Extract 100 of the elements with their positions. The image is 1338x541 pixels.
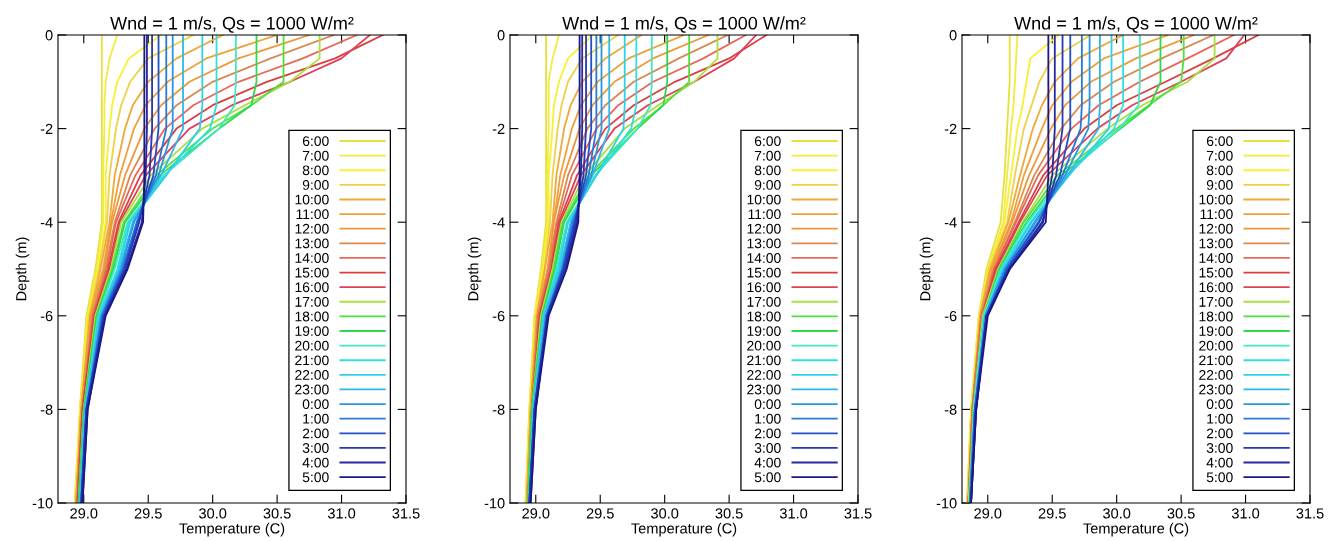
x-tick-label: 29.5 — [1038, 508, 1066, 519]
y-tick-label: 0 — [45, 30, 53, 41]
legend-label: 10:00 — [295, 194, 329, 205]
y-tick-label: -4 — [944, 217, 957, 228]
legend-label: 11:00 — [748, 209, 781, 220]
legend-label: 2:00 — [302, 428, 329, 439]
y-tick-label: -8 — [944, 404, 957, 415]
legend-label: 4:00 — [302, 457, 329, 468]
y-axis-title: Depth (m) — [15, 237, 30, 301]
legend-label: 6:00 — [754, 136, 781, 147]
legend-label: 21:00 — [1199, 355, 1233, 366]
legend-label: 9:00 — [754, 180, 781, 190]
legend-label: 14:00 — [747, 253, 781, 263]
legend-label: 2:00 — [1206, 428, 1233, 439]
legend-label: 19:00 — [1199, 326, 1233, 336]
y-tick-label: -10 — [936, 498, 957, 509]
y-tick-label: -2 — [944, 123, 957, 134]
legend-label: 7:00 — [754, 150, 781, 161]
legend-label: 0:00 — [302, 399, 329, 410]
x-tick-label: 29.0 — [974, 508, 1002, 519]
y-tick-label: 0 — [497, 30, 505, 41]
x-tick-label: 31.5 — [392, 508, 420, 519]
x-tick-label: 29.5 — [586, 508, 614, 519]
legend-label: 23:00 — [747, 384, 781, 395]
legend-label: 13:00 — [747, 238, 781, 249]
legend-label: 22:00 — [295, 370, 329, 380]
legend-label: 8:00 — [754, 165, 781, 176]
legend-label: 16:00 — [747, 282, 781, 293]
legend-label: 18:00 — [1199, 311, 1233, 322]
legend-label: 5:00 — [1206, 472, 1233, 483]
legend-label: 14:00 — [1199, 253, 1233, 263]
legend-label: 3:00 — [302, 443, 329, 453]
y-tick-label: -8 — [492, 404, 505, 415]
y-axis-title: Depth (m) — [919, 237, 934, 301]
legend-label: 17:00 — [295, 296, 329, 307]
y-tick-label: -2 — [492, 123, 505, 134]
legend-label: 11:00 — [296, 209, 329, 220]
y-tick-label: -4 — [492, 217, 505, 228]
legend-label: 9:00 — [1206, 180, 1233, 190]
x-tick-label: 31.0 — [1231, 508, 1260, 519]
legend-label: 19:00 — [747, 326, 781, 336]
x-tick-label: 29.0 — [70, 508, 98, 519]
legend-label: 4:00 — [754, 457, 781, 468]
legend-label: 21:00 — [747, 355, 781, 366]
y-tick-label: -10 — [32, 498, 53, 509]
x-axis-title: Temperature (C) — [179, 522, 285, 537]
legend-label: 6:00 — [302, 136, 329, 147]
y-tick-label: -4 — [40, 217, 53, 228]
legend-label: 16:00 — [295, 282, 329, 293]
legend-label: 22:00 — [1199, 370, 1233, 380]
chart-title: Wnd = 1 m/s, Qs = 1000 W/m² — [1014, 16, 1258, 33]
y-tick-label: -6 — [40, 310, 53, 322]
legend-label: 9:00 — [302, 180, 329, 190]
legend-label: 20:00 — [747, 340, 781, 351]
legend-label: 8:00 — [302, 165, 329, 176]
x-axis-title: Temperature (C) — [631, 522, 737, 537]
x-tick-label: 31.5 — [844, 508, 872, 519]
legend-label: 14:00 — [295, 253, 329, 263]
legend-label: 23:00 — [1199, 384, 1233, 395]
legend-label: 1:00 — [1207, 413, 1233, 424]
y-tick-label: -8 — [40, 404, 53, 415]
legend-label: 21:00 — [295, 355, 329, 366]
legend-label: 15:00 — [747, 267, 781, 278]
legend-label: 10:00 — [747, 194, 781, 205]
legend-label: 7:00 — [302, 150, 329, 161]
legend-label: 3:00 — [1206, 443, 1233, 453]
legend-label: 16:00 — [1199, 282, 1233, 293]
x-tick-label: 30.5 — [715, 508, 743, 519]
legend-label: 19:00 — [295, 326, 329, 336]
x-axis-title: Temperature (C) — [1083, 522, 1189, 537]
chart-title: Wnd = 1 m/s, Qs = 1000 W/m² — [562, 16, 806, 33]
x-tick-label: 30.0 — [651, 508, 679, 519]
x-tick-label: 29.5 — [134, 508, 162, 519]
legend-label: 8:00 — [1206, 165, 1233, 176]
legend-label: 20:00 — [1199, 340, 1233, 351]
legend-label: 1:00 — [303, 413, 329, 424]
legend-label: 11:00 — [1200, 209, 1233, 220]
legend-label: 5:00 — [754, 472, 781, 483]
x-tick-label: 30.5 — [263, 508, 291, 519]
x-tick-label: 31.0 — [327, 508, 356, 519]
legend-label: 23:00 — [295, 384, 329, 395]
legend-label: 15:00 — [1199, 267, 1233, 278]
x-tick-label: 31.5 — [1296, 508, 1324, 519]
legend-label: 12:00 — [295, 223, 329, 234]
legend-label: 7:00 — [1206, 150, 1233, 161]
legend-label: 5:00 — [302, 472, 329, 483]
x-tick-label: 29.0 — [522, 508, 550, 519]
legend-label: 2:00 — [754, 428, 781, 439]
x-tick-label: 30.0 — [199, 508, 227, 519]
legend-label: 12:00 — [1199, 223, 1233, 234]
legend-label: 18:00 — [295, 311, 329, 322]
legend-label: 6:00 — [1206, 136, 1233, 147]
y-axis-title: Depth (m) — [467, 237, 482, 301]
legend-label: 22:00 — [747, 370, 781, 380]
legend-label: 1:00 — [755, 413, 781, 424]
legend-label: 0:00 — [754, 399, 781, 410]
legend-label: 20:00 — [295, 340, 329, 351]
legend-label: 13:00 — [1199, 238, 1233, 249]
x-tick-label: 30.0 — [1103, 508, 1131, 519]
legend-label: 10:00 — [1199, 194, 1233, 205]
